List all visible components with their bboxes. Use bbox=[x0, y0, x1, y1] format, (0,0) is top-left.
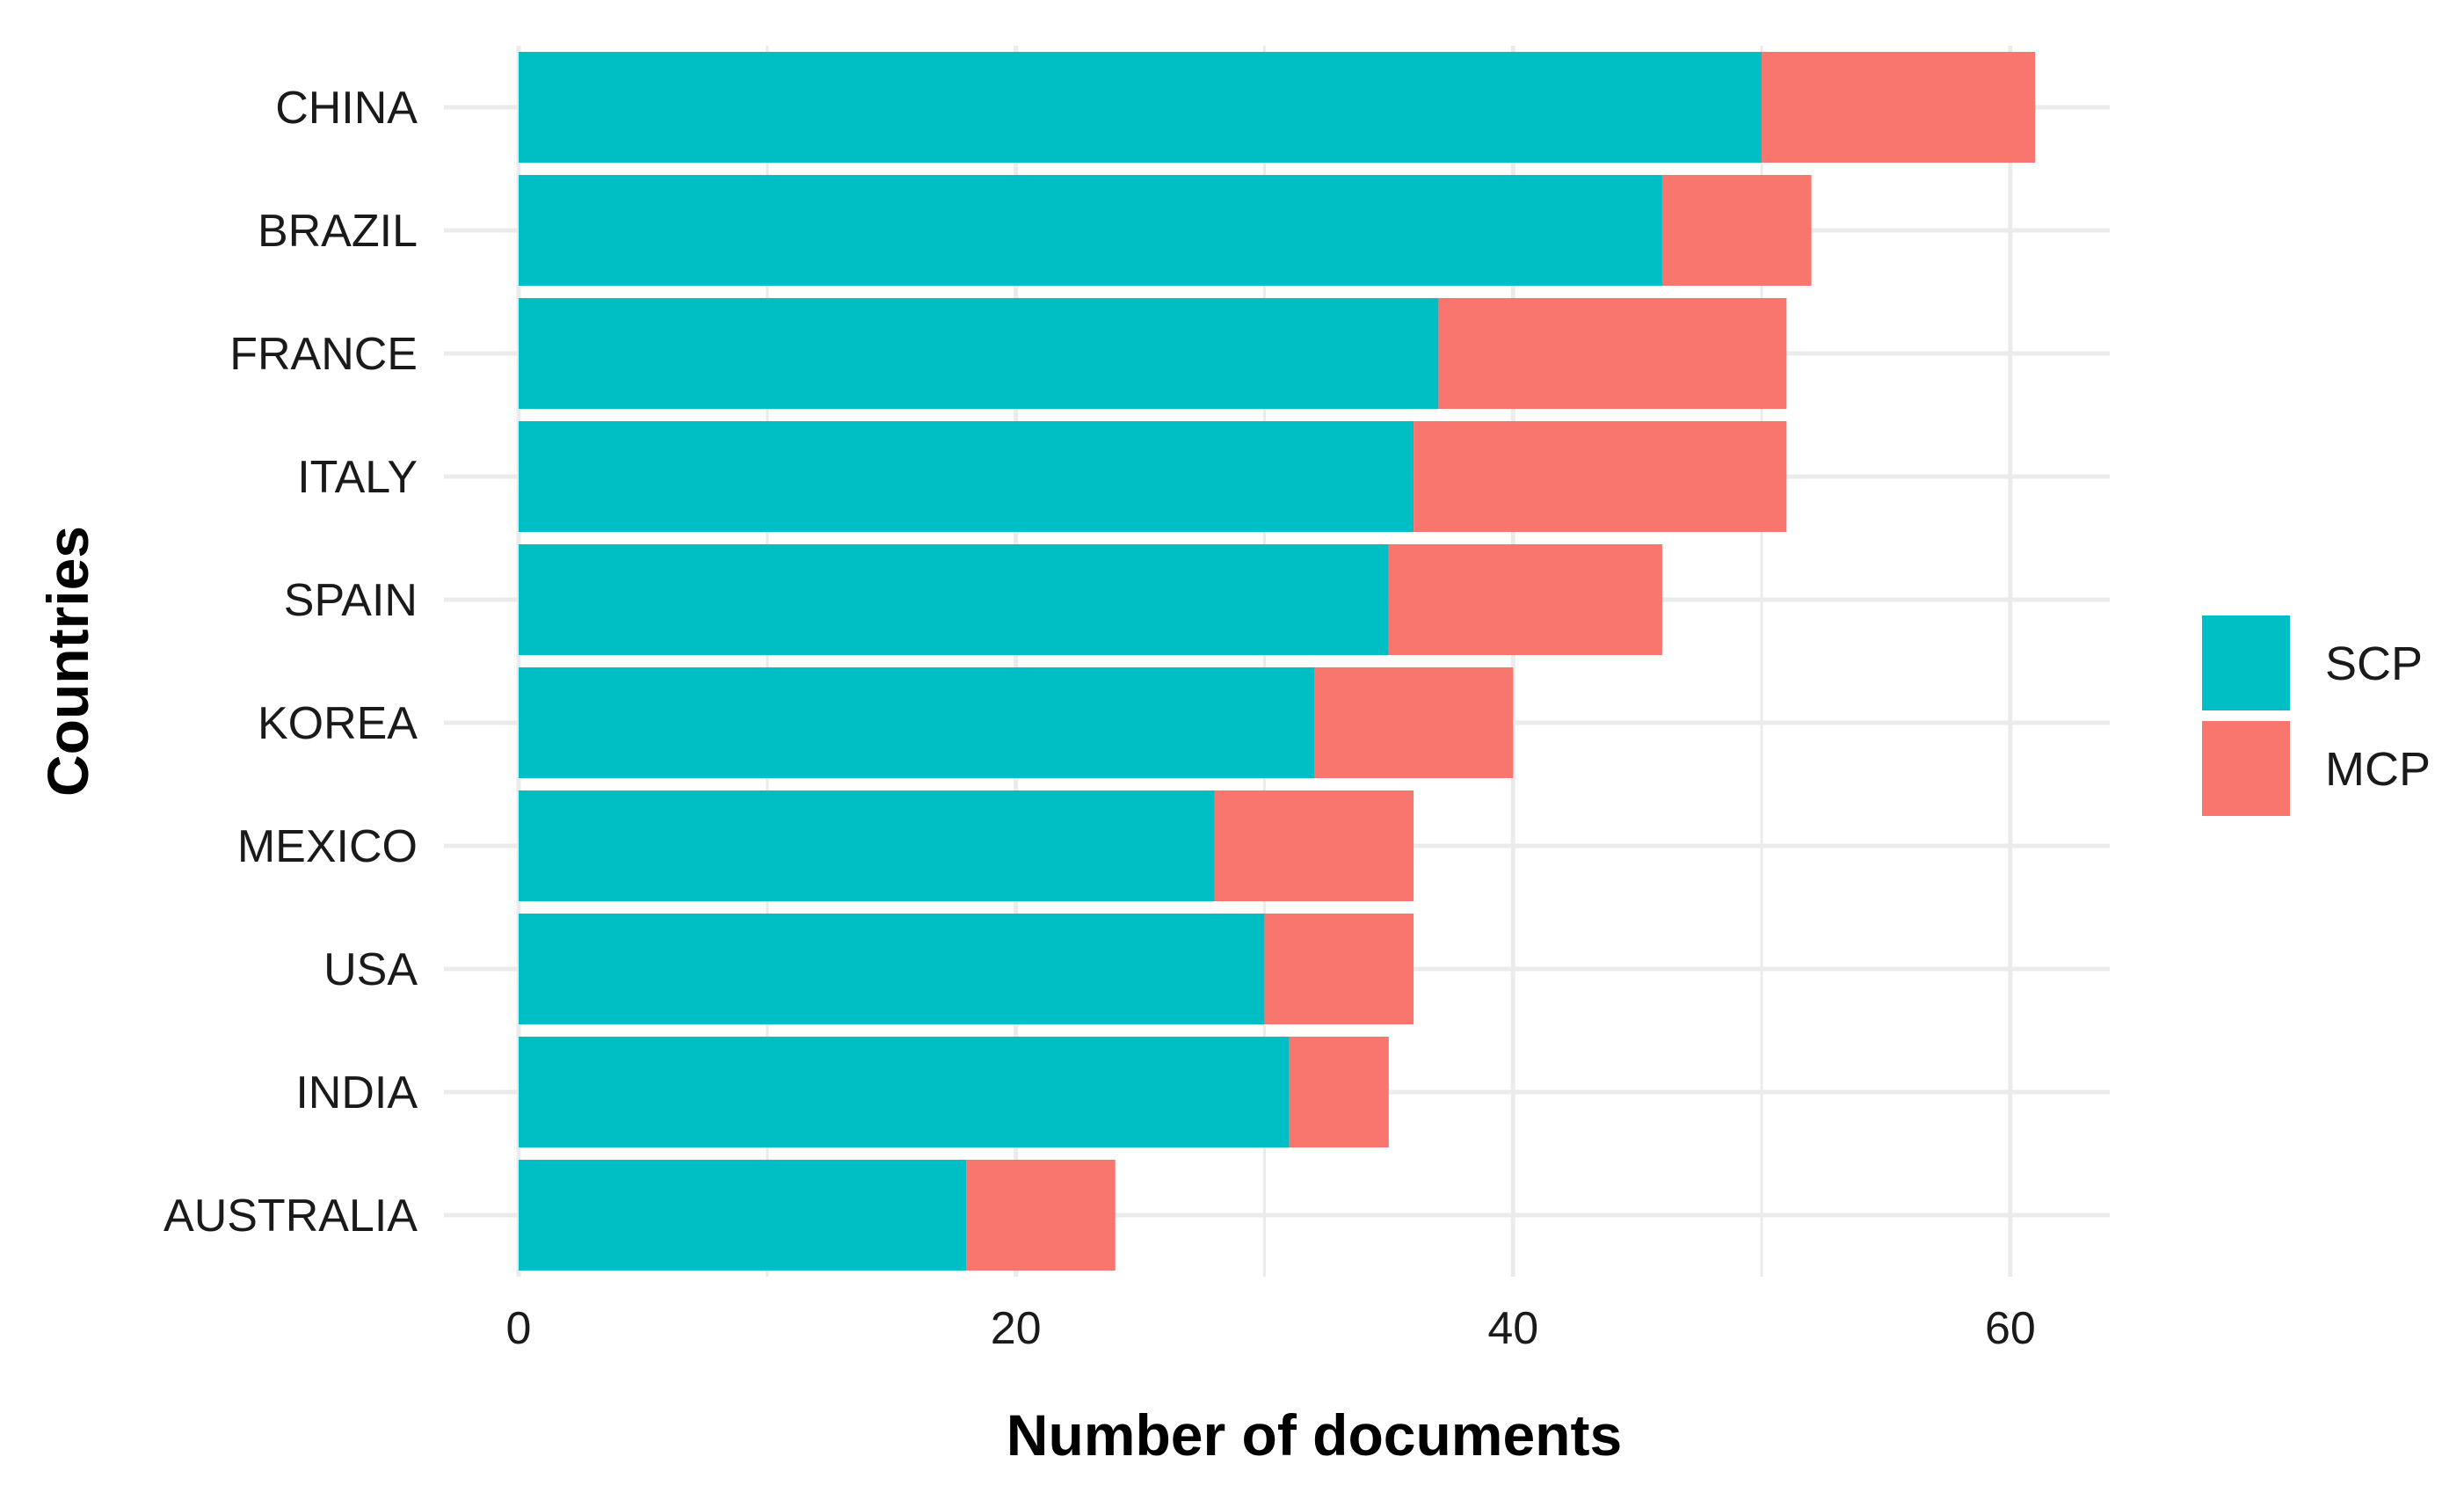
bars bbox=[519, 52, 2036, 1271]
legend-label-mcp: MCP bbox=[2325, 743, 2431, 796]
bar-scp-brazil bbox=[519, 175, 1662, 286]
bar-mcp-italy bbox=[1414, 421, 1787, 532]
bar-scp-usa bbox=[519, 914, 1265, 1024]
bar-scp-mexico bbox=[519, 790, 1215, 901]
bar-mcp-brazil bbox=[1661, 175, 1812, 286]
bar-mcp-korea bbox=[1314, 667, 1514, 778]
x-tick-label: 40 bbox=[1487, 1303, 1538, 1354]
bar-scp-korea bbox=[519, 667, 1314, 778]
y-tick-label: INDIA bbox=[295, 1067, 418, 1118]
bar-mcp-australia bbox=[966, 1160, 1116, 1271]
legend: SCP MCP bbox=[2202, 615, 2431, 816]
y-tick-labels: CHINA BRAZIL FRANCE ITALY SPAIN KOREA MEXICO US… bbox=[164, 83, 418, 1242]
y-axis-title: Countries bbox=[35, 526, 100, 797]
bar-scp-france bbox=[519, 298, 1439, 409]
y-tick-label: BRAZIL bbox=[258, 206, 418, 257]
y-tick-label: CHINA bbox=[275, 83, 418, 134]
legend-key-mcp bbox=[2202, 721, 2290, 816]
bar-mcp-spain bbox=[1388, 544, 1662, 655]
y-tick-label: MEXICO bbox=[237, 821, 418, 872]
x-tick-label: 60 bbox=[1985, 1303, 2036, 1354]
x-tick-labels: 0 20 40 60 bbox=[506, 1303, 2036, 1354]
bar-mcp-usa bbox=[1264, 914, 1414, 1024]
y-tick-label: AUSTRALIA bbox=[164, 1191, 418, 1242]
y-tick-label: SPAIN bbox=[284, 575, 418, 626]
bar-mcp-france bbox=[1438, 298, 1787, 409]
y-tick-label: FRANCE bbox=[229, 329, 418, 380]
x-tick-label: 0 bbox=[506, 1303, 532, 1354]
bar-scp-china bbox=[519, 52, 1763, 163]
x-tick-label: 20 bbox=[991, 1303, 1042, 1354]
y-tick-label: USA bbox=[323, 944, 418, 995]
bar-mcp-mexico bbox=[1214, 790, 1414, 901]
legend-label-scp: SCP bbox=[2325, 637, 2423, 690]
x-axis-title: Number of documents bbox=[1007, 1402, 1622, 1468]
bar-scp-australia bbox=[519, 1160, 967, 1271]
legend-key-scp bbox=[2202, 615, 2290, 710]
bar-scp-spain bbox=[519, 544, 1389, 655]
bar-mcp-china bbox=[1762, 52, 2036, 163]
bar-scp-italy bbox=[519, 421, 1414, 532]
bar-mcp-india bbox=[1289, 1037, 1389, 1147]
bar-scp-india bbox=[519, 1037, 1290, 1147]
y-tick-label: ITALY bbox=[297, 452, 418, 503]
y-tick-label: KOREA bbox=[258, 698, 418, 749]
